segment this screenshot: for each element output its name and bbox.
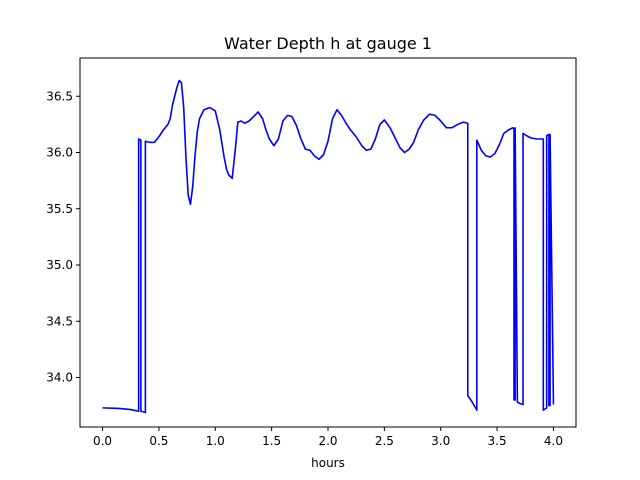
series-layer: [102, 79, 555, 414]
y-tick-label: 36.0: [46, 146, 73, 160]
y-axis-ticks: 34.0 34.5 35.0 35.5 36.0 36.5: [46, 89, 80, 385]
chart-title: Water Depth h at gauge 1: [224, 34, 432, 53]
x-axis-ticks: 0.0 0.5 1.0 1.5 2.0 2.5 3.0 3.5 4.0: [93, 427, 563, 448]
series-line: [102, 79, 555, 414]
y-tick-label: 35.5: [46, 202, 73, 216]
x-tick-label: 0.0: [93, 434, 112, 448]
x-tick-label: 3.0: [431, 434, 450, 448]
x-tick-label: 1.0: [206, 434, 225, 448]
y-tick-label: 36.5: [46, 89, 73, 103]
y-tick-label: 35.0: [46, 258, 73, 272]
x-axis-label: hours: [311, 456, 345, 470]
x-tick-label: 1.5: [262, 434, 281, 448]
x-tick-label: 2.5: [375, 434, 394, 448]
plot-area: [79, 57, 577, 428]
x-tick-label: 4.0: [544, 434, 563, 448]
x-tick-label: 0.5: [149, 434, 168, 448]
y-tick-label: 34.5: [46, 314, 73, 328]
x-tick-label: 3.5: [488, 434, 507, 448]
x-tick-label: 2.0: [318, 434, 337, 448]
y-tick-label: 34.0: [46, 371, 73, 385]
